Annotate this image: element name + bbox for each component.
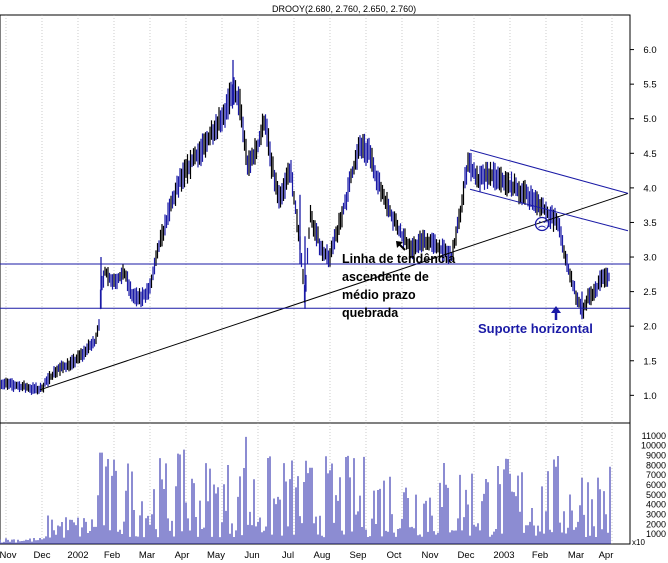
x-tick-label: Oct [387,550,402,561]
volume-tick-label: 2000 [646,519,666,529]
volume-tick-label: 7000 [646,470,666,480]
x-tick-label: Apr [599,550,614,561]
volume-tick-label: 1000 [646,529,666,539]
trend-line-2: ascendente de [342,270,429,284]
x-tick-label: Jul [282,550,294,561]
price-tick-label: 2.0 [643,322,656,333]
x-tick-label: Nov [422,550,439,561]
volume-tick-label: 6000 [646,480,666,490]
trend-line-1: Linha de tendência [342,252,456,266]
price-tick-label: 5.0 [643,114,656,125]
trend-arrow-icon [396,241,406,251]
support-arrow-icon [551,306,561,320]
volume-tick-label: 10000 [641,441,666,451]
support-annotation: Suporte horizontal [478,321,593,336]
chart-title: DROOY(2.680, 2.760, 2.650, 2.760) [272,4,416,14]
x-tick-label: Mar [568,550,584,561]
trend-lines [0,149,630,391]
volume-tick-label: 9000 [646,451,666,461]
x-tick-label: Feb [532,550,548,561]
x-tick-label: Apr [175,550,190,561]
x-tick-label: Dec [458,550,475,561]
trend-line [39,192,629,391]
x-tick-label: Feb [104,550,120,561]
price-tick-label: 3.5 [643,218,656,229]
x-tick-label: Sep [350,550,367,561]
price-bars [0,59,610,395]
price-tick-label: 1.5 [643,356,656,367]
volume-panel [0,422,631,545]
volume-bars [0,436,611,544]
trend-line [469,149,629,194]
sad-face-icon [534,216,550,232]
volume-tick-label: 5000 [646,490,666,500]
volume-tick-label: 11000 [642,431,666,441]
trend-line [469,188,629,232]
volume-tick-label: 3000 [646,510,666,520]
trend-line-3: médio prazo [342,288,416,302]
price-tick-label: 2.5 [643,287,656,298]
x-tick-label: Mar [139,550,155,561]
x-tick-label: Nov [0,550,17,561]
trend-line-4: quebrada [342,306,399,320]
price-tick-label: 4.5 [643,149,656,160]
axis-ticks: 6.05.55.04.54.03.53.02.52.01.51.01100010… [0,45,666,561]
price-tick-label: 5.5 [643,80,656,91]
x-tick-label: 2003 [493,550,514,561]
x-tick-label: 2002 [67,550,88,561]
x-tick-label: May [207,550,225,561]
volume-tick-label: 8000 [646,460,666,470]
x-tick-label: Jun [244,550,259,561]
price-tick-label: 4.0 [643,183,656,194]
trend-annotation: Linha de tendência ascendente de médio p… [342,250,455,322]
volume-multiplier-label: x10 [632,538,645,547]
x-tick-label: Dec [34,550,51,561]
price-tick-label: 3.0 [643,253,656,264]
volume-tick-label: 4000 [646,500,666,510]
price-tick-label: 1.0 [643,391,656,402]
price-tick-label: 6.0 [643,45,656,56]
x-tick-label: Aug [314,550,331,561]
